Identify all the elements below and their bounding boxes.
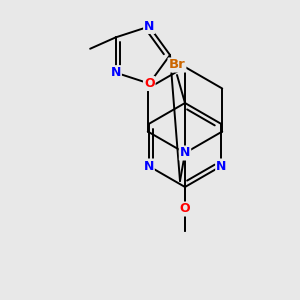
Text: O: O	[180, 202, 190, 215]
Text: N: N	[143, 160, 154, 172]
Text: Br: Br	[169, 58, 185, 71]
Text: N: N	[144, 20, 154, 33]
Text: N: N	[110, 66, 121, 79]
Text: O: O	[144, 77, 154, 90]
Text: N: N	[216, 160, 226, 172]
Text: N: N	[180, 146, 190, 160]
